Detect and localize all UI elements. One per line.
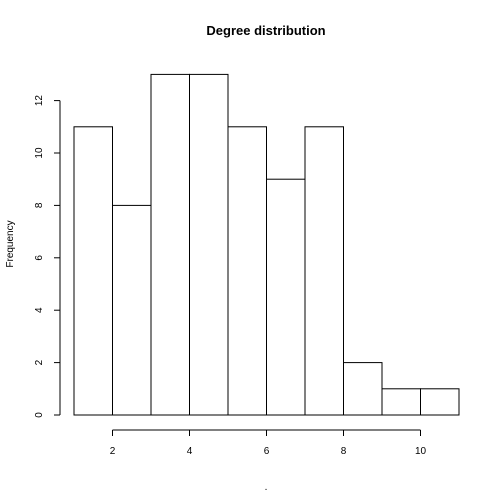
y-tick-label: 2 <box>34 359 45 365</box>
histogram-bar <box>150 73 190 416</box>
x-tick-label: 4 <box>187 446 193 457</box>
y-tick-label: 8 <box>34 202 45 208</box>
bars-group <box>73 73 460 416</box>
histogram-bar <box>266 178 306 416</box>
y-tick-label: 4 <box>34 307 45 313</box>
histogram-bar <box>189 73 229 416</box>
chart-title: Degree distribution <box>206 23 325 38</box>
histogram-bar <box>420 388 460 416</box>
y-tick-label: 0 <box>34 412 45 418</box>
x-tick-label: 8 <box>341 446 347 457</box>
x-tick-label: 10 <box>415 446 427 457</box>
histogram-bar <box>381 388 421 416</box>
x-axis: 2 4 6 8 10 <box>110 429 427 457</box>
y-tick-label: 12 <box>34 95 45 107</box>
y-axis-label: Frequency <box>5 220 16 267</box>
x-axis-label: . <box>265 482 268 493</box>
y-tick-label: 6 <box>34 255 45 261</box>
y-axis: 0 2 4 6 8 10 12 <box>34 95 61 418</box>
histogram-bar <box>227 126 267 416</box>
histogram-bar <box>112 204 152 416</box>
histogram-bar <box>73 126 113 416</box>
x-tick-label: 6 <box>264 446 270 457</box>
y-tick-label: 10 <box>34 147 45 159</box>
x-tick-label: 2 <box>110 446 116 457</box>
histogram-bar <box>343 362 383 416</box>
histogram-bar <box>304 126 344 416</box>
